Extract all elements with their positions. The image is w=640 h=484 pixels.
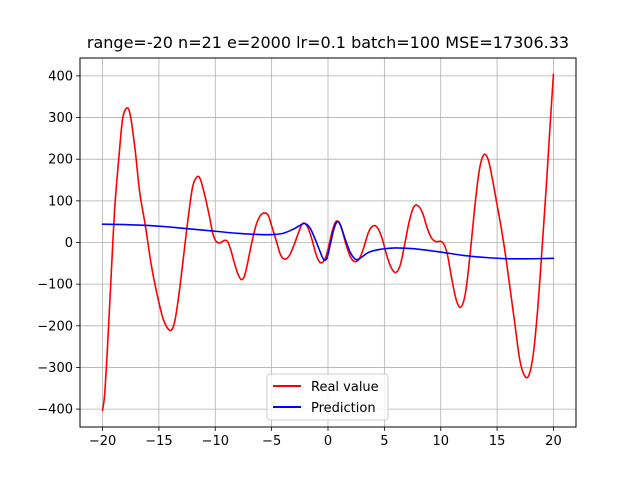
y-tick-label: −300 (37, 361, 73, 376)
legend: Real value Prediction (266, 373, 389, 421)
x-tick-label: 10 (432, 434, 449, 449)
legend-label-prediction: Prediction (311, 401, 376, 416)
axis-ticks: −20 −15 −10 −5 0 5 10 15 20 −400 −300 −200 −100 0 100 2… (37, 69, 561, 449)
x-tick-label: 20 (545, 434, 562, 449)
x-tick-label: −15 (145, 434, 172, 449)
x-tick-label: 0 (324, 434, 332, 449)
y-tick-label: 200 (48, 153, 73, 168)
y-tick-label: 0 (65, 236, 73, 251)
series-layer (101, 73, 555, 412)
y-tick-label: −400 (37, 403, 73, 418)
chart-title: range=-20 n=21 e=2000 lr=0.1 batch=100 M… (87, 33, 569, 52)
x-tick-label: −20 (89, 434, 116, 449)
legend-label-real-value: Real value (311, 380, 379, 395)
series-line-prediction (101, 220, 555, 262)
x-tick-label: 15 (489, 434, 506, 449)
series-line-real-value (101, 73, 555, 412)
x-tick-label: 5 (380, 434, 388, 449)
y-tick-label: −100 (37, 278, 73, 293)
y-tick-label: 400 (48, 69, 73, 84)
y-tick-label: 100 (48, 194, 73, 209)
y-tick-label: −200 (37, 319, 73, 334)
x-tick-label: −5 (262, 434, 281, 449)
x-tick-label: −10 (202, 434, 229, 449)
y-tick-label: 300 (48, 111, 73, 126)
